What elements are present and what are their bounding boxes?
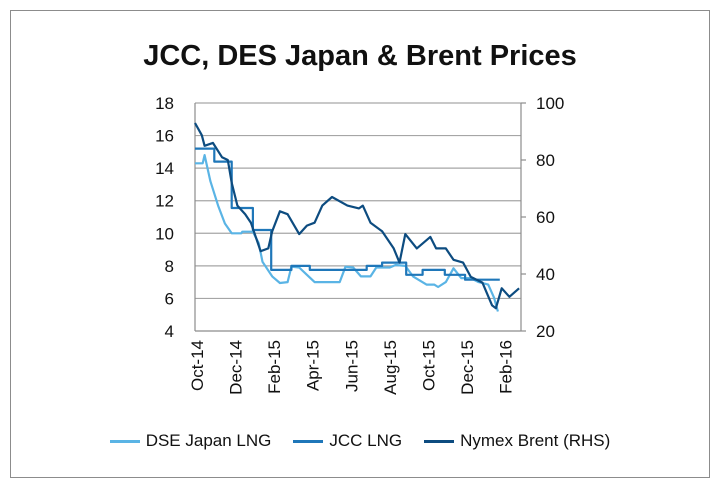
y-left-tick-label: 10: [155, 224, 174, 243]
chart-frame: [10, 10, 710, 478]
y-right-tick-label: 100: [536, 94, 564, 113]
x-tick-label: Apr-15: [304, 340, 323, 391]
y-left-tick-label: 14: [155, 159, 174, 178]
y-right-tick-label: 60: [536, 208, 555, 227]
x-tick-label: Aug-15: [381, 340, 400, 395]
y-left-tick-label: 8: [165, 257, 174, 276]
series-line-jcc-lng: [195, 147, 500, 281]
y-right-tick-label: 20: [536, 322, 555, 341]
legend-swatch: [424, 439, 455, 443]
y-right-tick-label: 80: [536, 151, 555, 170]
legend-label: JCC LNG: [329, 431, 403, 450]
x-tick-label: Oct-14: [188, 340, 207, 391]
x-tick-label: Dec-15: [458, 340, 477, 395]
x-tick-label: Oct-15: [419, 340, 438, 391]
legend-label: DSE Japan LNG: [145, 431, 272, 450]
y-left-tick-label: 18: [155, 94, 174, 113]
y-left-tick-label: 16: [155, 127, 174, 146]
y-left-tick-label: 12: [155, 192, 174, 211]
legend-swatch: [109, 439, 140, 443]
y-left-tick-label: 6: [165, 289, 174, 308]
legend-item: JCC LNG: [293, 431, 402, 451]
x-tick-label: Dec-14: [227, 340, 246, 395]
legend: DSE Japan LNG JCC LNG Nymex Brent (RHS): [0, 431, 720, 451]
legend-swatch: [293, 439, 324, 443]
legend-label: Nymex Brent (RHS): [460, 431, 611, 450]
legend-item: Nymex Brent (RHS): [424, 431, 610, 451]
x-tick-label: Feb-15: [265, 340, 284, 394]
series-line-nymex-brent-rhs: [194, 122, 520, 310]
x-tick-label: Jun-15: [342, 340, 361, 392]
legend-item: DSE Japan LNG: [109, 431, 272, 451]
chart-title: JCC, DES Japan & Brent Prices: [143, 40, 577, 72]
y-right-tick-label: 40: [536, 265, 555, 284]
y-left-tick-label: 4: [165, 322, 174, 341]
x-tick-label: Feb-16: [497, 340, 516, 394]
